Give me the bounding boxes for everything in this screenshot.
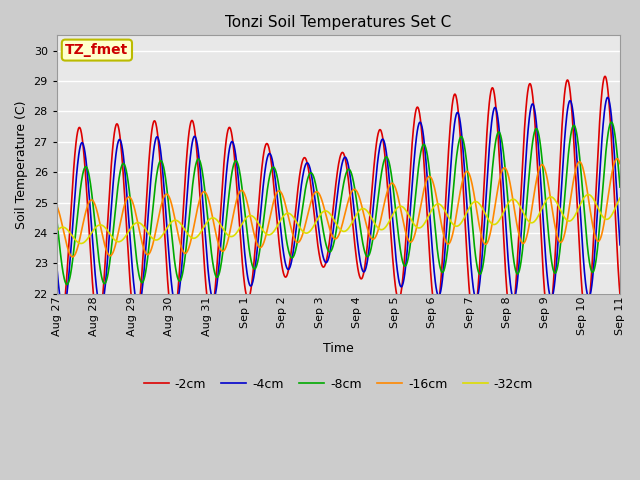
-2cm <box>57 321 65 327</box>
-16cm <box>53 203 61 209</box>
-32cm <box>616 195 624 201</box>
-4cm <box>179 255 186 261</box>
-8cm <box>53 217 61 223</box>
-8cm <box>426 175 434 180</box>
-16cm <box>616 161 624 167</box>
-32cm <box>584 192 592 197</box>
Legend: -2cm, -4cm, -8cm, -16cm, -32cm: -2cm, -4cm, -8cm, -16cm, -32cm <box>139 372 538 396</box>
-16cm <box>426 174 434 180</box>
-16cm <box>550 215 557 220</box>
-4cm <box>550 289 557 295</box>
Line: -2cm: -2cm <box>57 76 620 324</box>
Line: -8cm: -8cm <box>57 122 620 285</box>
-2cm <box>179 220 186 226</box>
-4cm <box>616 242 624 248</box>
-4cm <box>604 95 611 100</box>
Text: TZ_fmet: TZ_fmet <box>65 43 129 57</box>
-8cm <box>242 216 250 221</box>
-8cm <box>165 204 173 209</box>
-4cm <box>242 257 250 263</box>
-4cm <box>165 250 173 255</box>
-32cm <box>77 240 85 246</box>
Line: -32cm: -32cm <box>57 194 620 243</box>
-2cm <box>165 292 173 298</box>
-16cm <box>613 156 621 162</box>
-32cm <box>426 210 434 216</box>
-4cm <box>500 191 508 196</box>
-32cm <box>550 195 557 201</box>
-2cm <box>616 292 624 298</box>
-2cm <box>426 263 434 268</box>
-2cm <box>500 239 508 244</box>
-2cm <box>602 73 609 79</box>
-32cm <box>500 209 508 215</box>
-16cm <box>165 193 173 199</box>
-8cm <box>179 271 186 277</box>
Title: Tonzi Soil Temperatures Set C: Tonzi Soil Temperatures Set C <box>225 15 452 30</box>
Line: -4cm: -4cm <box>57 97 620 309</box>
X-axis label: Time: Time <box>323 342 354 355</box>
-2cm <box>53 303 61 309</box>
-16cm <box>242 193 250 199</box>
-4cm <box>426 217 434 223</box>
-32cm <box>53 228 61 234</box>
-8cm <box>63 282 71 288</box>
-2cm <box>550 280 557 286</box>
-16cm <box>68 254 76 260</box>
-4cm <box>60 306 67 312</box>
-4cm <box>53 264 61 269</box>
-32cm <box>242 216 250 222</box>
-16cm <box>500 165 508 171</box>
-32cm <box>165 223 173 228</box>
-8cm <box>500 153 508 158</box>
-8cm <box>607 119 615 125</box>
Line: -16cm: -16cm <box>57 159 620 257</box>
-16cm <box>179 247 186 253</box>
-2cm <box>242 288 250 294</box>
-8cm <box>550 268 557 274</box>
-8cm <box>616 184 624 190</box>
-32cm <box>179 223 186 229</box>
Y-axis label: Soil Temperature (C): Soil Temperature (C) <box>15 100 28 229</box>
